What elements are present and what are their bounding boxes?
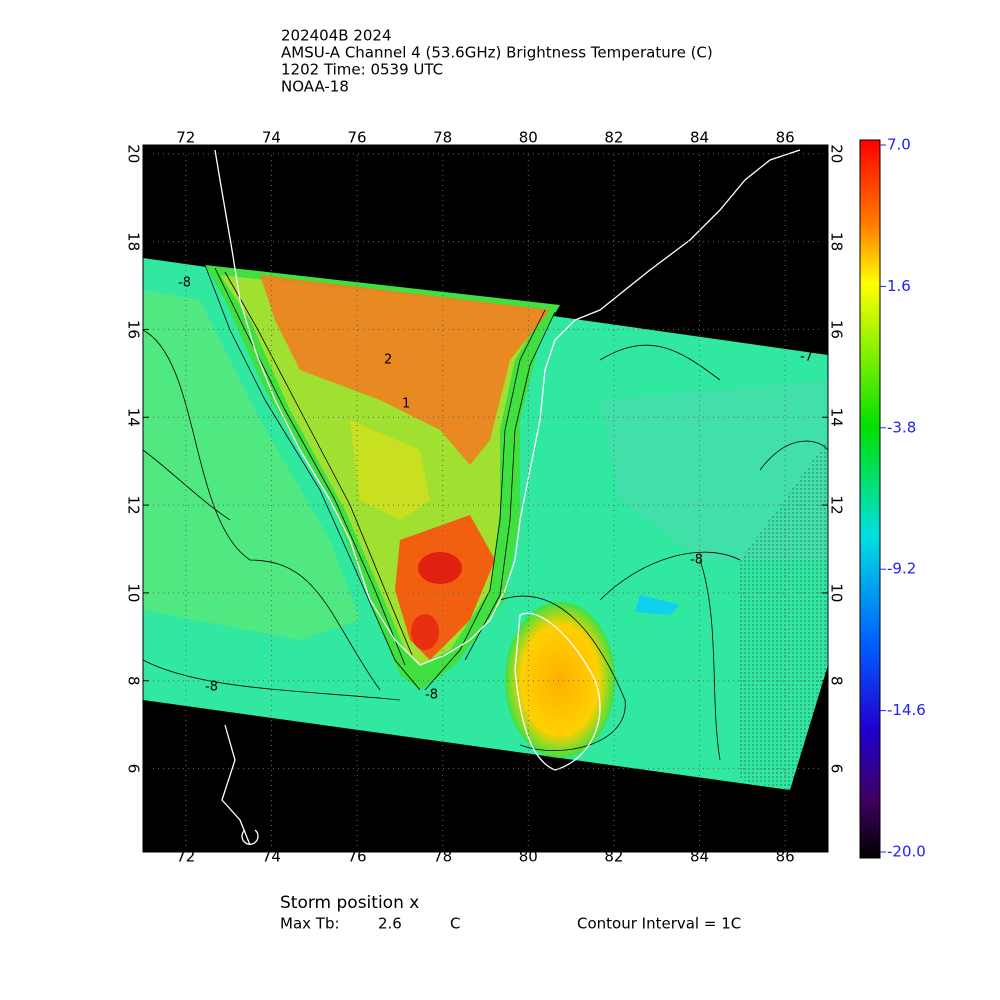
y-tick-label: 6 [828,764,846,774]
y-tick-label: 10 [125,583,143,602]
warm-field [260,275,550,465]
x-tick-label: 84 [690,848,709,866]
y-tick-label: 6 [125,764,143,774]
contour-label: -8 [178,276,191,291]
map-frame [142,144,829,853]
x-tick-label: 76 [348,129,367,147]
x-tick-label: 74 [262,848,281,866]
x-tick-label: 80 [519,129,538,147]
field [635,595,680,615]
title-line: AMSU-A Channel 4 (53.6GHz) Brightness Te… [281,44,713,62]
y-tick-label: 18 [828,232,846,251]
y-tick-label: 12 [828,496,846,515]
y-tick-label: 20 [125,144,143,163]
hot-field [418,552,462,584]
title-line: NOAA-18 [281,78,349,96]
x-tick-label: 86 [776,848,795,866]
x-tick-label: 78 [433,848,452,866]
contour-interval: Contour Interval = 1C [577,915,741,933]
colorbar-label: -14.6 [887,701,926,719]
x-tick-label: 84 [690,129,709,147]
y-tick-label: 18 [125,232,143,251]
x-tick-label: 76 [348,848,367,866]
contour-label: -7 [800,350,813,365]
x-tick-label: 78 [433,129,452,147]
x-tick-label: 80 [519,848,538,866]
y-tick-label: 14 [125,408,143,427]
colorbar-label: 7.0 [887,136,911,154]
y-tick-label: 8 [125,676,143,686]
colorbar-label: -20.0 [887,843,926,861]
hatch [740,440,828,790]
y-tick-label: 8 [828,676,846,686]
colorbar-label: -3.8 [887,418,916,436]
y-tick-label: 16 [125,320,143,339]
x-tick-label: 72 [176,129,195,147]
contour [204,264,626,751]
contour-label: 1 [402,397,410,412]
title-line: 1202 Time: 0539 UTC [281,61,443,79]
colorbar [859,139,881,859]
contour [142,329,829,761]
field [600,380,828,560]
y-tick-label: 12 [125,496,143,515]
land-field [350,420,430,520]
y-tick-label: 20 [828,144,846,163]
y-tick-label: 10 [828,583,846,602]
y-tick-label: 14 [828,408,846,427]
map [142,145,829,852]
contour-label: -8 [690,553,703,568]
sri-lanka-field [505,602,615,758]
storm-position: Storm position x [280,893,419,913]
hot-field [411,614,439,650]
contour-label: -8 [425,688,438,703]
title-line: 202404B 2024 [281,27,392,45]
contour-label: 2 [384,353,392,368]
x-tick-label: 72 [176,848,195,866]
colorbar-label: -9.2 [887,560,916,578]
colorbar-label: 1.6 [887,277,911,295]
max-unit: C [450,915,460,933]
x-tick-label: 74 [262,129,281,147]
y-tick-label: 16 [828,320,846,339]
x-tick-label: 82 [604,129,623,147]
field [143,290,360,640]
x-tick-label: 82 [604,848,623,866]
contour-label: -8 [205,680,218,695]
x-tick-label: 86 [776,129,795,147]
max-value: 2.6 [378,915,402,933]
max-label: Max Tb: [280,915,340,933]
